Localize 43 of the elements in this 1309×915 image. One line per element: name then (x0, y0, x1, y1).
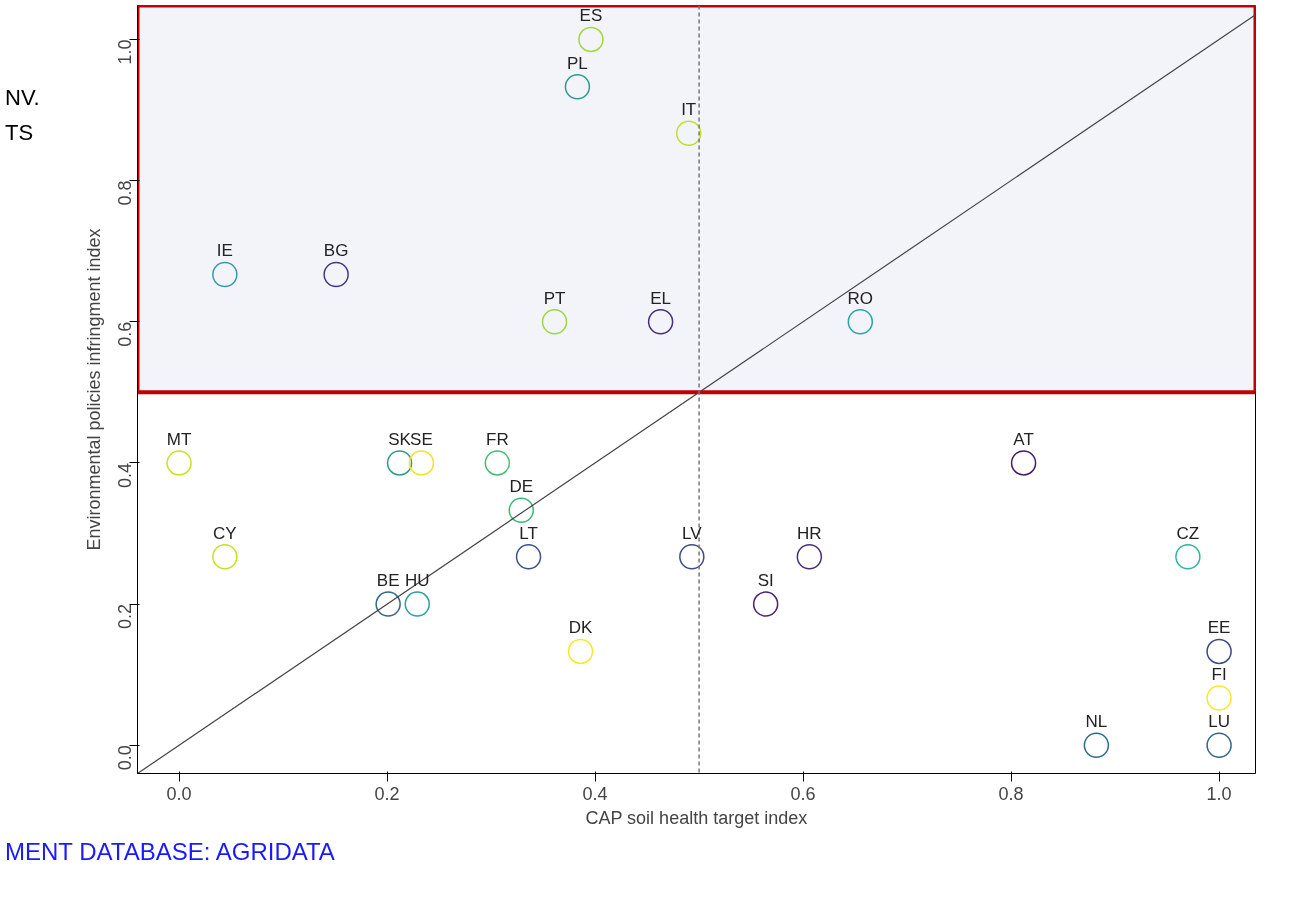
x-tick-label: 0.2 (374, 783, 400, 804)
annotation: PT (543, 288, 566, 308)
annotation: IT (681, 100, 697, 120)
annotation: SI (757, 571, 774, 591)
annotation: BE (376, 571, 400, 591)
x-tick-label: 0.4 (582, 783, 608, 804)
annotation: ES (579, 6, 603, 26)
annotation: PL (567, 53, 588, 73)
y-tick-label: 0.8 (115, 180, 135, 206)
annotation: AT (1013, 429, 1034, 449)
annotation: RO (847, 288, 874, 308)
annotation: CZ (1176, 523, 1200, 543)
y-axis-title: Environmental policies infringment index (83, 228, 104, 551)
annotation: LU (1208, 712, 1230, 732)
x-tick-label: 1.0 (1206, 783, 1232, 804)
annotation: EL (650, 288, 672, 308)
annotation: FR (486, 429, 509, 449)
annotation: NL (1085, 712, 1108, 732)
x-tick-label: 0.0 (166, 783, 192, 804)
x-tick-label: 0.6 (790, 783, 816, 804)
text: MENT DATABASE: AGRIDATA (5, 837, 335, 867)
y-tick-label: 0.0 (115, 745, 135, 771)
y-tick-label: 0.2 (115, 604, 135, 630)
annotation: FI (1211, 664, 1227, 684)
text: TS (5, 120, 34, 146)
annotation: LV (682, 523, 703, 543)
annotation: MT (166, 429, 192, 449)
annotation: SK (388, 429, 412, 449)
annotation: IE (216, 241, 233, 261)
annotation: LT (519, 523, 538, 543)
y-tick-label: 1.0 (115, 39, 135, 65)
annotation: EE (1207, 618, 1231, 638)
y-tick-label: 0.6 (115, 321, 135, 347)
text: NV. (5, 85, 40, 110)
annotation: SE (410, 429, 433, 449)
x-axis-title: CAP soil health target index (585, 807, 808, 828)
annotation: DE (509, 477, 534, 497)
x-tick-label: 0.8 (998, 783, 1024, 804)
annotation: BG (323, 241, 349, 261)
y-tick-label: 0.4 (115, 462, 135, 488)
annotation: DK (568, 618, 594, 638)
annotation: HR (797, 523, 822, 543)
annotation: CY (213, 523, 237, 543)
